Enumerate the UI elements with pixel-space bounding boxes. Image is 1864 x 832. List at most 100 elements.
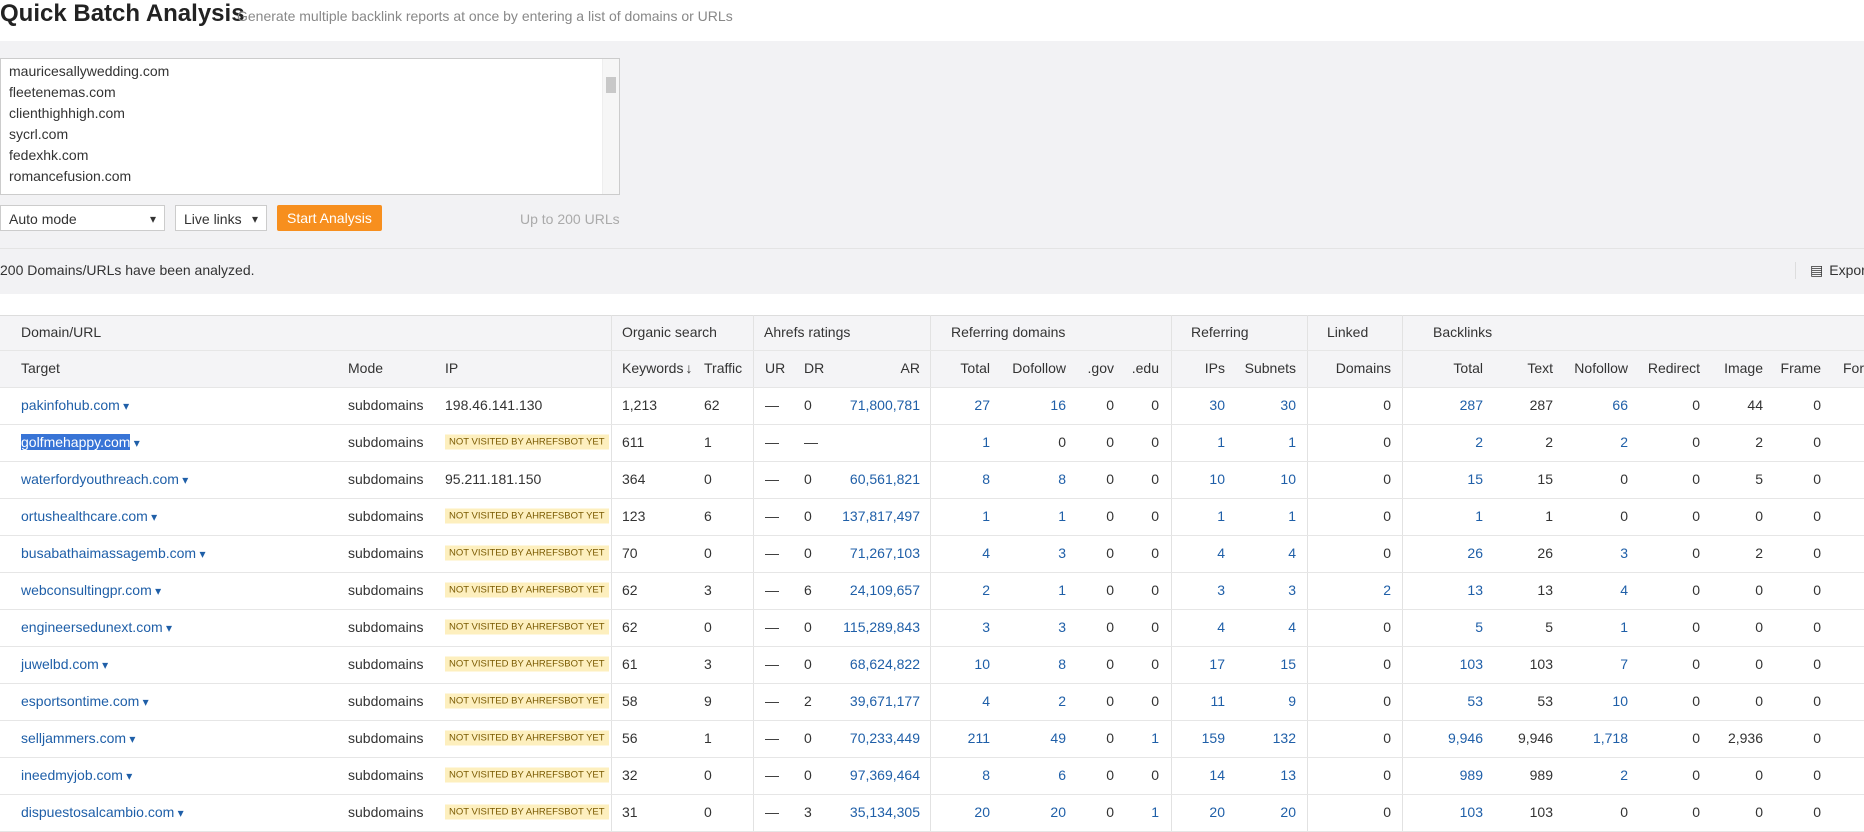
target-link[interactable]: juwelbd.com (21, 656, 108, 672)
value-link[interactable]: 49 (1050, 730, 1066, 746)
target-link[interactable]: engineersedunext.com (21, 619, 172, 635)
value-link[interactable]: 53 (1467, 693, 1483, 709)
value-link[interactable]: 60,561,821 (849, 471, 920, 487)
target-link[interactable]: waterfordyouthreach.com (21, 471, 188, 487)
value-link[interactable]: 8 (982, 471, 990, 487)
value-link[interactable]: 2 (1383, 582, 1391, 598)
value-link[interactable]: 71,800,781 (849, 397, 920, 413)
value-link[interactable]: 4 (982, 693, 990, 709)
value-link[interactable]: 132 (1272, 730, 1296, 746)
value-link[interactable]: 4 (1217, 545, 1225, 561)
column-header[interactable]: Traffic (704, 360, 743, 376)
column-header[interactable]: Nofollow (1574, 360, 1628, 376)
target-link[interactable]: selljammers.com (21, 730, 135, 746)
column-header[interactable]: Text (1527, 360, 1553, 376)
value-link[interactable]: 7 (1620, 656, 1628, 672)
value-link[interactable]: 5 (1475, 619, 1483, 635)
scrollbar[interactable] (602, 59, 619, 194)
value-link[interactable]: 989 (1459, 767, 1483, 783)
column-header[interactable]: Total (960, 360, 990, 376)
column-header[interactable]: Domains (1335, 360, 1391, 376)
column-header[interactable]: IPs (1204, 360, 1225, 376)
value-link[interactable]: 9 (1288, 693, 1296, 709)
value-link[interactable]: 1 (1151, 804, 1159, 820)
value-link[interactable]: 4 (1620, 582, 1628, 598)
value-link[interactable]: 1 (1058, 582, 1066, 598)
value-link[interactable]: 15 (1280, 656, 1296, 672)
value-link[interactable]: 30 (1280, 397, 1296, 413)
target-link[interactable]: ortushealthcare.com (21, 508, 157, 524)
value-link[interactable]: 1 (1620, 619, 1628, 635)
target-link[interactable]: esportsontime.com (21, 693, 149, 709)
value-link[interactable]: 39,671,177 (849, 693, 920, 709)
value-link[interactable]: 3 (1288, 582, 1296, 598)
value-link[interactable]: 97,369,464 (849, 767, 920, 783)
value-link[interactable]: 4 (1217, 619, 1225, 635)
column-header[interactable]: Total (1453, 360, 1483, 376)
value-link[interactable]: 211 (967, 730, 990, 746)
column-header[interactable]: IP (445, 360, 459, 376)
value-link[interactable]: 26 (1467, 545, 1483, 561)
value-link[interactable]: 159 (1201, 730, 1225, 746)
value-link[interactable]: 20 (1209, 804, 1225, 820)
scroll-thumb[interactable] (606, 77, 616, 93)
value-link[interactable]: 9,946 (1447, 730, 1483, 746)
value-link[interactable]: 2 (1620, 767, 1628, 783)
value-link[interactable]: 103 (1459, 656, 1483, 672)
value-link[interactable]: 10 (1280, 471, 1296, 487)
column-header[interactable]: .edu (1131, 360, 1159, 376)
value-link[interactable]: 3 (1058, 619, 1066, 635)
value-link[interactable]: 8 (1058, 656, 1066, 672)
value-link[interactable]: 8 (982, 767, 990, 783)
value-link[interactable]: 20 (974, 804, 990, 820)
column-header[interactable]: DR (804, 360, 825, 376)
target-link[interactable]: busabathaimassagemb.com (21, 545, 205, 561)
value-link[interactable]: 2 (1620, 434, 1628, 450)
value-link[interactable]: 3 (1217, 582, 1225, 598)
start-button[interactable]: Start Analysis (277, 205, 382, 231)
value-link[interactable]: 1 (982, 508, 990, 524)
value-link[interactable]: 1 (1217, 508, 1225, 524)
export-button[interactable]: Export (1795, 262, 1864, 279)
value-link[interactable]: 1 (1475, 508, 1483, 524)
column-header[interactable]: Keywords (622, 360, 692, 376)
value-link[interactable]: 15 (1467, 471, 1483, 487)
value-link[interactable]: 1 (982, 434, 990, 450)
value-link[interactable]: 4 (1288, 619, 1296, 635)
column-header[interactable]: Redirect (1647, 360, 1700, 376)
value-link[interactable]: 4 (1288, 545, 1296, 561)
column-header[interactable]: AR (900, 360, 920, 376)
links-select[interactable]: Live links (175, 205, 267, 232)
value-link[interactable]: 2 (982, 582, 990, 598)
value-link[interactable]: 6 (1058, 767, 1066, 783)
value-link[interactable]: 3 (982, 619, 990, 635)
value-link[interactable]: 1 (1288, 508, 1296, 524)
value-link[interactable]: 16 (1050, 397, 1066, 413)
column-header[interactable]: Mode (348, 360, 384, 376)
value-link[interactable]: 1 (1151, 730, 1159, 746)
value-link[interactable]: 3 (1058, 545, 1066, 561)
column-header[interactable]: Dofollow (1012, 360, 1066, 376)
column-header[interactable]: .gov (1087, 360, 1114, 376)
value-link[interactable]: 2 (1475, 434, 1483, 450)
value-link[interactable]: 10 (1612, 693, 1628, 709)
url-input[interactable]: mauricesallywedding.com fleetenemas.com cl… (0, 58, 620, 195)
column-header[interactable]: Frame (1780, 360, 1821, 376)
value-link[interactable]: 11 (1210, 693, 1225, 709)
value-link[interactable]: 35,134,305 (849, 804, 920, 820)
value-link[interactable]: 103 (1459, 804, 1483, 820)
value-link[interactable]: 115,289,843 (843, 619, 920, 635)
value-link[interactable]: 24,109,657 (849, 582, 920, 598)
value-link[interactable]: 20 (1050, 804, 1066, 820)
value-link[interactable]: 68,624,822 (849, 656, 920, 672)
value-link[interactable]: 2 (1058, 693, 1066, 709)
column-header[interactable]: Image (1724, 360, 1763, 376)
target-link[interactable]: pakinfohub.com (21, 397, 129, 413)
column-header[interactable]: Form (1843, 360, 1864, 376)
column-header[interactable]: Target (21, 360, 60, 376)
mode-select[interactable]: Auto mode (0, 205, 165, 232)
column-header[interactable]: UR (765, 360, 786, 376)
value-link[interactable]: 3 (1620, 545, 1628, 561)
value-link[interactable]: 14 (1209, 767, 1225, 783)
value-link[interactable]: 13 (1280, 767, 1296, 783)
